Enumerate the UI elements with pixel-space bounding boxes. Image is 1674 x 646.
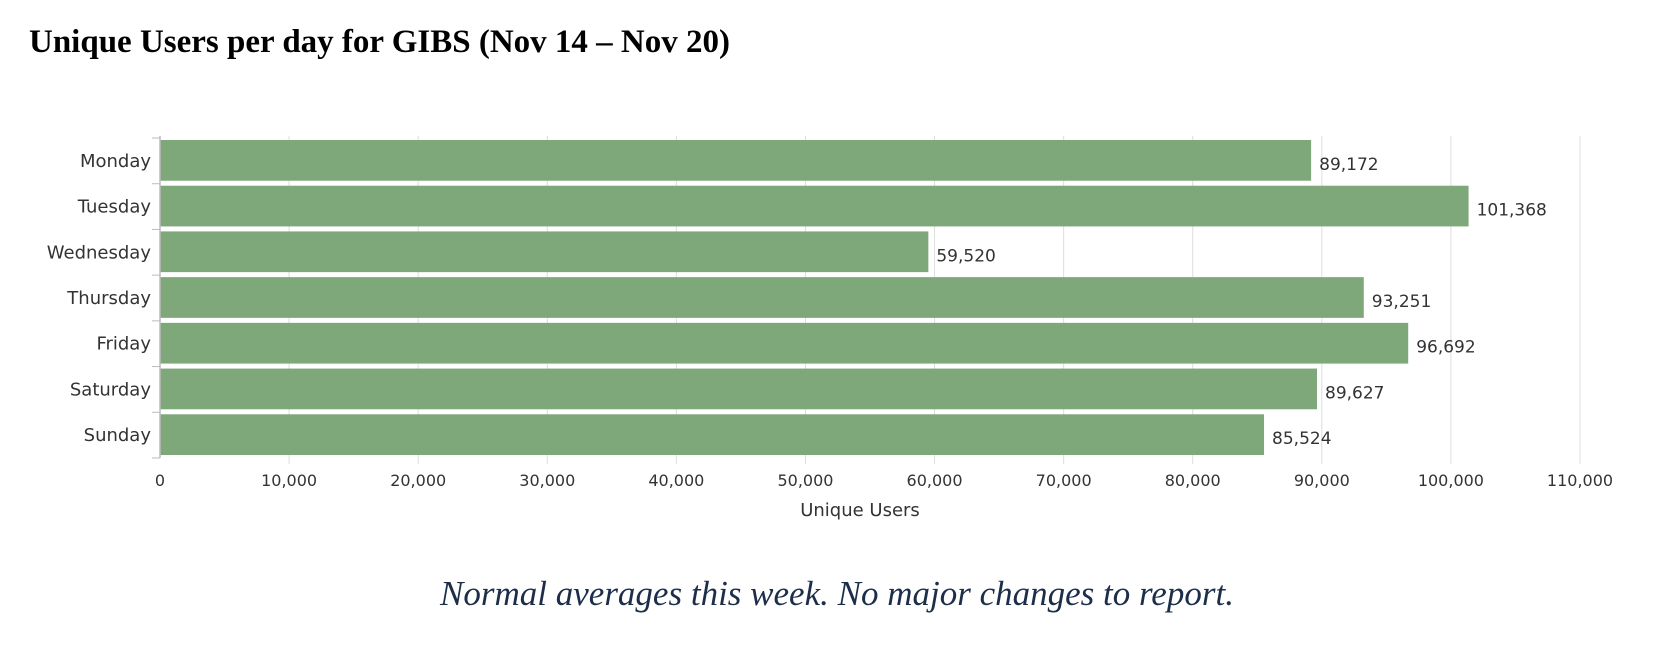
category-label: Saturday [70, 379, 151, 400]
bar-thursday [160, 277, 1364, 318]
x-tick-label: 90,000 [1294, 471, 1350, 490]
category-label: Wednesday [47, 242, 152, 263]
bar-saturday [160, 368, 1318, 410]
axes [152, 136, 161, 459]
x-tick-label: 20,000 [390, 471, 446, 490]
x-tick-label: 50,000 [777, 471, 833, 490]
x-axis-title: Unique Users [800, 500, 920, 521]
value-label: 101,368 [1477, 201, 1547, 221]
page-title: Unique Users per day for GIBS (Nov 14 – … [29, 24, 730, 60]
value-label: 89,627 [1325, 383, 1384, 403]
value-label: 89,172 [1319, 155, 1378, 175]
x-tick-label: 30,000 [519, 471, 575, 490]
x-tick-label: 70,000 [1036, 471, 1092, 490]
value-label: 59,520 [936, 246, 995, 266]
x-tick-label: 110,000 [1547, 471, 1613, 490]
bar-tuesday [160, 185, 1469, 227]
value-label: 93,251 [1372, 292, 1431, 312]
x-tick-label: 10,000 [261, 471, 317, 490]
x-tick-label: 40,000 [648, 471, 704, 490]
bar-friday [160, 322, 1409, 364]
bar-sunday [160, 414, 1265, 455]
value-label: 85,524 [1272, 429, 1331, 449]
x-tick-label: 60,000 [907, 471, 963, 490]
bar-monday [160, 140, 1312, 181]
bars [160, 140, 1469, 455]
category-label: Friday [96, 334, 151, 355]
report-note: Normal averages this week. No major chan… [440, 574, 1234, 613]
x-tick-label: 100,000 [1418, 471, 1484, 490]
bar-chart: 0 10,000 20,000 30,000 40,000 50,000 60,000 70,… [47, 136, 1613, 521]
category-label: Thursday [66, 288, 151, 309]
labels: 0 10,000 20,000 30,000 40,000 50,000 60,000 70,… [47, 151, 1613, 521]
bar-wednesday [160, 231, 929, 273]
x-tick-label: 0 [155, 471, 165, 490]
category-label: Tuesday [77, 197, 152, 218]
value-label: 96,692 [1416, 338, 1475, 358]
category-label: Monday [80, 151, 151, 172]
x-tick-label: 80,000 [1165, 471, 1221, 490]
category-label: Sunday [84, 425, 152, 446]
